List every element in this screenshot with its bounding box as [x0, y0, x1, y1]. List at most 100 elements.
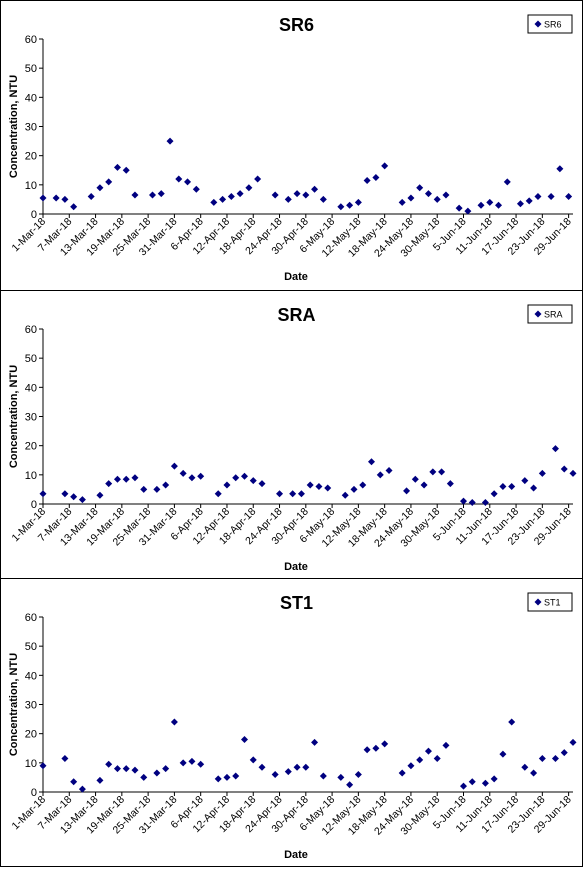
data-point — [122, 166, 130, 174]
y-tick-label: 40 — [25, 92, 37, 104]
data-point — [61, 490, 69, 498]
data-point — [416, 756, 424, 764]
data-point — [534, 193, 542, 200]
data-point — [249, 756, 257, 764]
legend-marker — [534, 598, 542, 606]
data-point — [188, 474, 196, 482]
y-axis-label: Concentration, NTU — [8, 653, 20, 756]
data-point — [153, 769, 161, 777]
data-point — [105, 178, 113, 186]
y-tick-label: 30 — [25, 700, 37, 712]
chart-panel-sr6: SR6 0 10 20 30 40 50 60 Concentration, NTU 1-Mar-… — [0, 0, 583, 291]
y-tick-label: 40 — [25, 382, 37, 394]
data-point — [565, 193, 573, 200]
data-point — [468, 499, 476, 507]
data-point — [346, 781, 354, 789]
data-point — [468, 778, 476, 786]
data-point — [289, 490, 297, 498]
y-tick-label: 50 — [25, 641, 37, 653]
data-point — [232, 474, 240, 482]
y-tick-label: 20 — [25, 151, 37, 163]
data-point — [96, 184, 104, 192]
data-point — [407, 762, 415, 770]
data-point — [499, 483, 507, 490]
x-axis-label: Date — [284, 271, 308, 283]
data-point — [258, 763, 266, 771]
y-tick-label: 0 — [31, 499, 37, 511]
data-point — [52, 194, 60, 202]
data-point — [424, 747, 432, 755]
data-point — [240, 472, 248, 480]
data-point — [254, 175, 262, 183]
data-point — [184, 178, 192, 186]
data-point — [175, 175, 183, 183]
data-point — [368, 458, 376, 466]
data-point — [311, 185, 319, 193]
data-point — [446, 480, 454, 488]
data-point — [459, 497, 467, 505]
data-point — [131, 474, 139, 482]
data-point — [363, 746, 371, 754]
y-tick-label: 0 — [31, 787, 37, 799]
legend-label: SR6 — [544, 20, 562, 30]
data-point — [236, 190, 244, 198]
data-point — [560, 465, 568, 473]
data-point — [284, 768, 292, 776]
y-tick-label: 50 — [25, 63, 37, 75]
data-point — [530, 484, 538, 492]
data-point — [381, 740, 389, 748]
data-point — [149, 191, 157, 199]
data-point — [508, 483, 516, 490]
data-point — [214, 490, 222, 498]
data-point — [271, 191, 279, 199]
data-point — [197, 472, 205, 480]
data-point — [464, 207, 472, 215]
data-point — [324, 484, 332, 492]
data-point — [179, 759, 187, 767]
data-point — [481, 779, 489, 787]
data-point — [407, 194, 415, 202]
data-point — [516, 200, 524, 208]
data-point — [354, 198, 362, 206]
x-axis-label: Date — [284, 849, 308, 861]
data-point — [459, 782, 467, 790]
data-point — [188, 757, 196, 765]
data-point — [403, 487, 411, 495]
data-point — [105, 480, 113, 488]
data-point — [556, 165, 564, 173]
chart-title: ST1 — [280, 593, 313, 613]
data-point — [490, 775, 498, 783]
data-point — [192, 185, 200, 193]
y-tick-label: 10 — [25, 470, 37, 482]
y-axis-label: Concentration, NTU — [8, 75, 20, 178]
data-point — [411, 475, 419, 483]
data-point — [70, 778, 78, 786]
data-point — [61, 754, 69, 762]
data-point — [276, 490, 284, 498]
data-point — [70, 203, 78, 211]
data-point — [223, 481, 231, 489]
data-point — [39, 490, 47, 498]
data-point — [372, 744, 380, 752]
data-point — [284, 195, 292, 203]
data-point — [70, 493, 78, 501]
data-point — [433, 195, 441, 203]
data-point — [486, 198, 494, 206]
data-point — [96, 491, 104, 499]
data-point — [197, 760, 205, 768]
data-point — [385, 466, 393, 474]
data-point — [372, 174, 380, 182]
data-point — [341, 491, 349, 499]
data-point — [39, 194, 47, 202]
data-point — [297, 490, 305, 498]
data-point — [424, 190, 432, 198]
data-point — [319, 195, 327, 203]
data-point — [162, 765, 170, 773]
data-point — [153, 485, 161, 493]
data-point — [166, 137, 174, 145]
data-point — [170, 718, 178, 726]
